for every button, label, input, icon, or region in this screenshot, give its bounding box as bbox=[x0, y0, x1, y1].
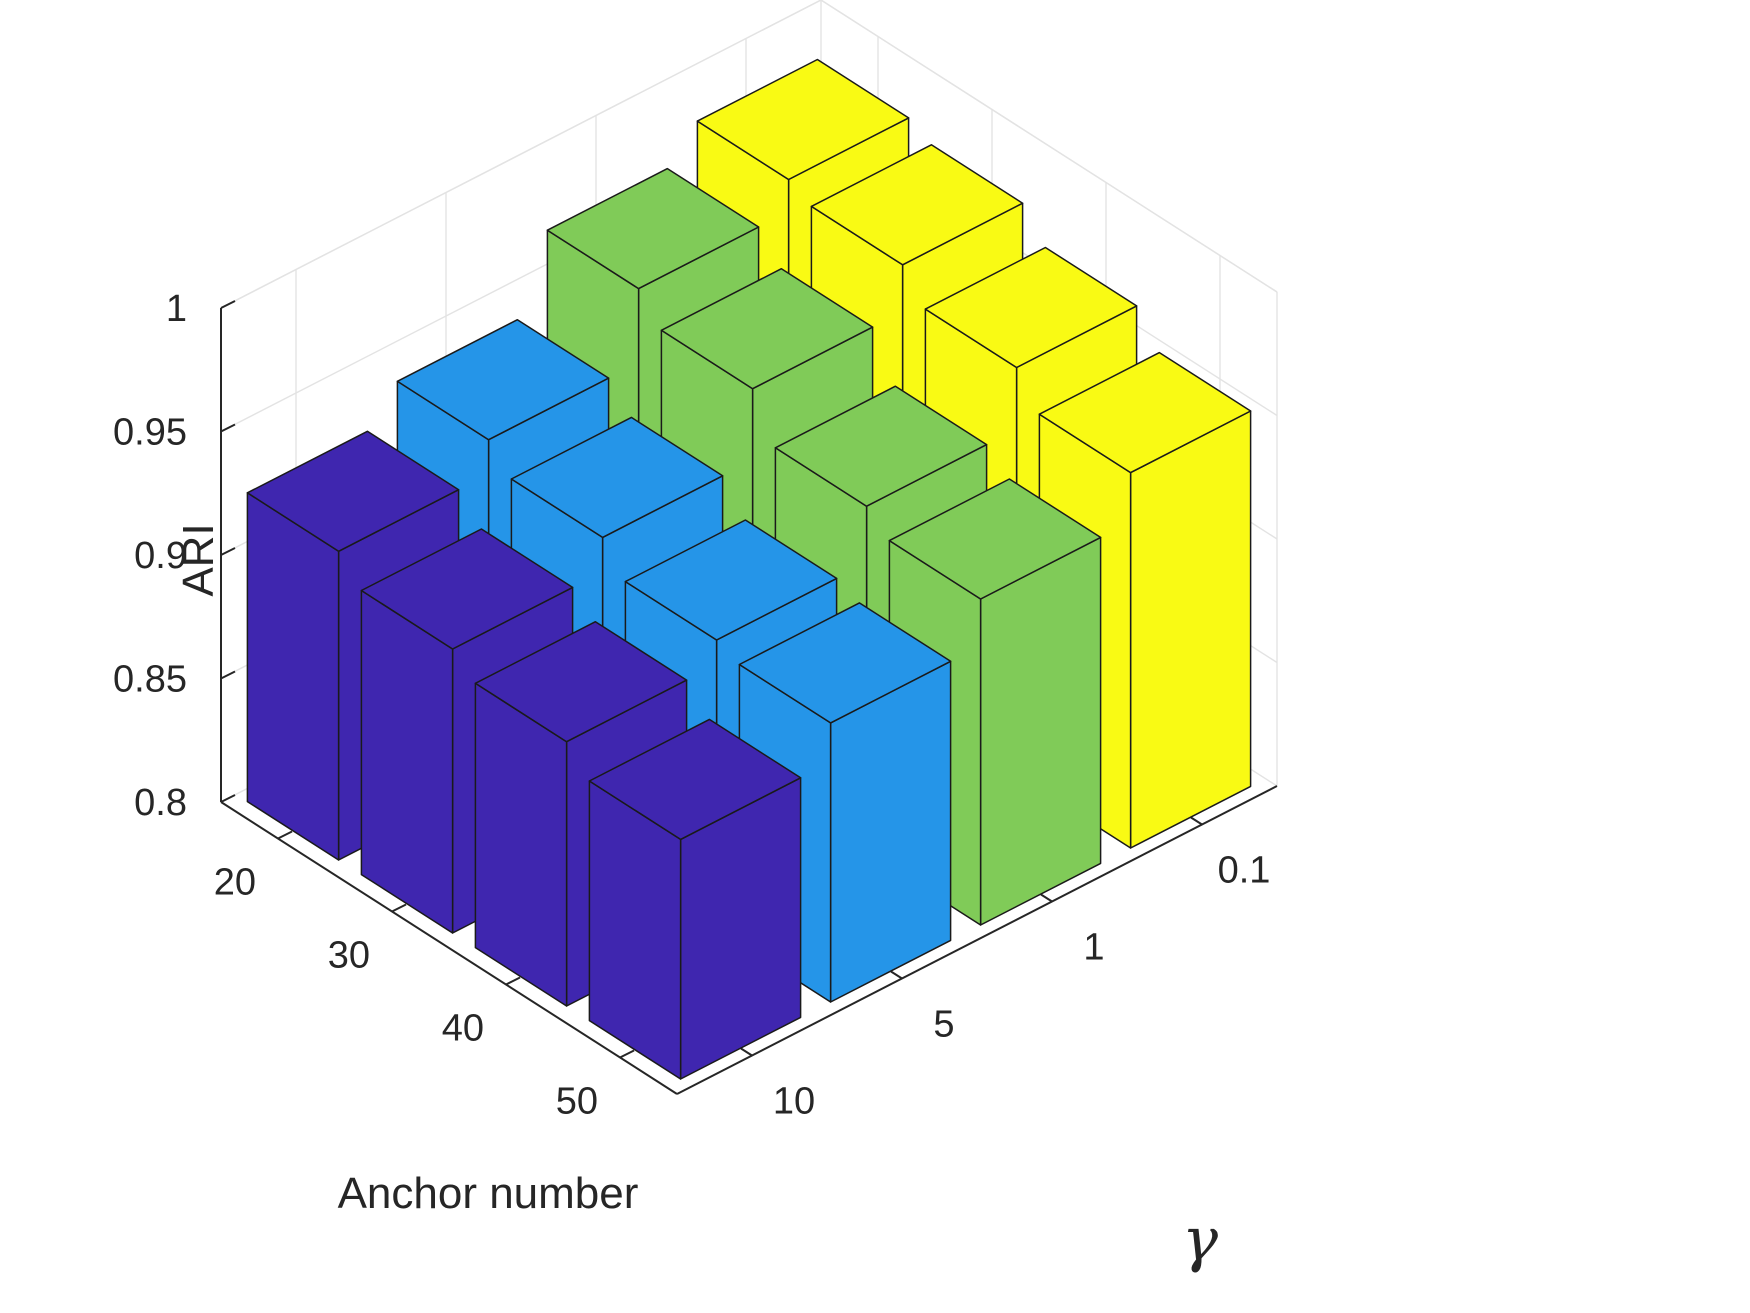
bar-front-face bbox=[1129, 410, 1252, 849]
grid-line bbox=[820, 0, 1278, 293]
gamma-tick bbox=[740, 1047, 753, 1057]
bar-side-face bbox=[246, 492, 340, 861]
gamma-axis-label: γ bbox=[1182, 1205, 1218, 1275]
z-tick bbox=[220, 670, 236, 680]
z-tick bbox=[220, 423, 236, 433]
bar-side-face bbox=[360, 589, 454, 934]
bar-top-face bbox=[510, 416, 724, 539]
z-tick bbox=[220, 547, 236, 556]
z-tick bbox=[220, 794, 236, 803]
bar-top-face bbox=[624, 519, 838, 641]
anchor-tick bbox=[505, 976, 521, 986]
grid-line bbox=[220, 0, 822, 309]
anchor-axis-line bbox=[220, 801, 678, 1095]
anchor-tick bbox=[619, 1049, 635, 1059]
bar-top-face bbox=[660, 267, 874, 390]
anchor-tick-label: 30 bbox=[328, 935, 370, 977]
gamma-axis-line bbox=[676, 785, 1278, 1095]
z-tick bbox=[220, 300, 236, 309]
bar-top-face bbox=[588, 718, 802, 841]
anchor-tick-label: 50 bbox=[556, 1081, 598, 1123]
z-tick-label: 0.95 bbox=[113, 412, 187, 454]
z-tick-label: 0.8 bbox=[134, 782, 187, 824]
anchor-axis-label: Anchor number bbox=[338, 1169, 639, 1218]
anchor-tick bbox=[391, 903, 407, 913]
gamma-tick-label: 1 bbox=[1083, 927, 1104, 969]
bar-top-face bbox=[474, 620, 688, 743]
bar-top-face bbox=[738, 602, 952, 724]
bar-top-face bbox=[774, 385, 988, 507]
bar-front-face bbox=[979, 536, 1102, 926]
labels-layer: ARI Anchor number γ 0.8 0.85 0.9 0.95 1 20 30 4… bbox=[113, 288, 1270, 1275]
gamma-tick bbox=[890, 970, 903, 980]
bar-top-face bbox=[924, 246, 1138, 369]
bar-top-face bbox=[810, 144, 1024, 266]
bar-top-face bbox=[696, 58, 910, 181]
gamma-tick-label: 10 bbox=[773, 1081, 815, 1123]
gamma-tick-label: 5 bbox=[933, 1004, 954, 1046]
bar-top-face bbox=[1038, 351, 1252, 474]
z-tick-label: 0.85 bbox=[113, 659, 187, 701]
gamma-tick-label: 0.1 bbox=[1218, 850, 1271, 892]
axes-layer bbox=[220, 300, 1278, 1095]
bar-50-10 bbox=[588, 718, 802, 1080]
gamma-tick bbox=[1040, 893, 1053, 903]
bar-top-face bbox=[546, 167, 760, 290]
z-axis-label: ARI bbox=[174, 523, 223, 596]
z-tick-label: 0.9 bbox=[134, 535, 187, 577]
anchor-tick-label: 40 bbox=[442, 1008, 484, 1050]
bars-layer bbox=[246, 58, 1252, 1080]
bar-top-face bbox=[360, 528, 574, 650]
bar-top-face bbox=[888, 478, 1102, 600]
bar-top-face bbox=[246, 430, 460, 553]
z-tick-label: 1 bbox=[166, 288, 187, 330]
anchor-tick-label: 20 bbox=[214, 862, 256, 904]
anchor-tick bbox=[277, 830, 293, 840]
bar-top-face bbox=[396, 318, 610, 441]
gamma-tick bbox=[1190, 816, 1203, 826]
